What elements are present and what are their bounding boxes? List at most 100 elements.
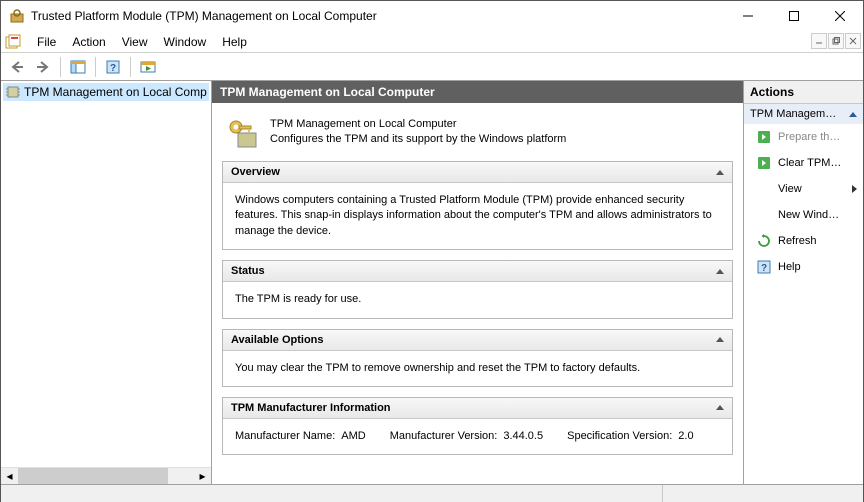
panel-title: TPM Manufacturer Information <box>231 402 391 414</box>
mdi-restore-button[interactable] <box>828 33 844 49</box>
mfr-name-value: AMD <box>341 429 365 444</box>
details-body: TPM Management on Local Computer Configu… <box>212 103 743 484</box>
console-tree: TPM Management on Local Comp ◂ ▸ <box>1 81 212 484</box>
mdi-controls <box>811 33 861 49</box>
action-help[interactable]: ? Help <box>744 254 863 280</box>
help-icon: ? <box>756 259 772 275</box>
status-cell <box>1 485 663 502</box>
intro-section: TPM Management on Local Computer Configu… <box>222 111 733 161</box>
panel-title: Overview <box>231 166 280 178</box>
spec-version-label: Specification Version: <box>567 429 672 444</box>
help-button[interactable]: ? <box>101 55 125 79</box>
panel-status: Status The TPM is ready for use. <box>222 260 733 318</box>
panel-status-header[interactable]: Status <box>223 261 732 282</box>
panel-status-body: The TPM is ready for use. <box>223 282 732 317</box>
action-prepare-tpm[interactable]: Prepare th… <box>744 124 863 150</box>
action-refresh[interactable]: Refresh <box>744 228 863 254</box>
panel-title: Status <box>231 265 265 277</box>
panel-overview-body: Windows computers containing a Trusted P… <box>223 183 732 249</box>
menu-action[interactable]: Action <box>64 32 113 52</box>
panel-overview: Overview Windows computers containing a … <box>222 161 733 250</box>
collapse-icon <box>716 405 724 410</box>
close-button[interactable] <box>817 1 863 31</box>
action-label: Refresh <box>778 235 817 247</box>
window-controls <box>725 1 863 31</box>
back-button[interactable] <box>5 55 29 79</box>
scroll-left-arrow[interactable]: ◂ <box>1 468 18 484</box>
intro-title: TPM Management on Local Computer <box>270 117 566 132</box>
title-bar: Trusted Platform Module (TPM) Management… <box>1 1 863 31</box>
scroll-thumb[interactable] <box>18 468 168 484</box>
panel-manufacturer-body: Manufacturer Name: AMD Manufacturer Vers… <box>223 419 732 454</box>
action-label: New Wind… <box>778 209 839 221</box>
actions-header: Actions <box>744 81 863 104</box>
menu-bar: File Action View Window Help <box>1 31 863 53</box>
tree-item-label: TPM Management on Local Comp <box>24 85 207 99</box>
mdi-minimize-button[interactable] <box>811 33 827 49</box>
maximize-button[interactable] <box>771 1 817 31</box>
status-cell <box>663 485 863 502</box>
actions-pane: Actions TPM Managem… Prepare th… Clear T… <box>743 81 863 484</box>
horizontal-scrollbar[interactable]: ◂ ▸ <box>1 467 211 484</box>
svg-text:?: ? <box>761 263 767 274</box>
panel-options: Available Options You may clear the TPM … <box>222 329 733 387</box>
actions-group-label: TPM Managem… <box>750 108 836 120</box>
details-pane: TPM Management on Local Computer TPM Man… <box>212 81 743 484</box>
tpm-chip-icon <box>5 84 21 100</box>
minimize-button[interactable] <box>725 1 771 31</box>
mmc-icon <box>5 34 21 50</box>
blank-icon <box>756 207 772 223</box>
mfr-version-label: Manufacturer Version: <box>390 429 498 444</box>
mfr-version-value: 3.44.0.5 <box>503 429 543 444</box>
menu-window[interactable]: Window <box>156 32 215 52</box>
panel-overview-header[interactable]: Overview <box>223 162 732 183</box>
action-clear-tpm[interactable]: Clear TPM… <box>744 150 863 176</box>
collapse-icon <box>716 170 724 175</box>
submenu-arrow-icon <box>852 185 857 193</box>
key-chip-icon <box>226 117 258 149</box>
toolbar: ? <box>1 53 863 81</box>
intro-text: TPM Management on Local Computer Configu… <box>270 117 566 149</box>
forward-button[interactable] <box>31 55 55 79</box>
tree-item-tpm[interactable]: TPM Management on Local Comp <box>3 83 209 101</box>
toolbar-separator <box>130 57 131 77</box>
menu-help[interactable]: Help <box>214 32 255 52</box>
main-area: TPM Management on Local Comp ◂ ▸ TPM Man… <box>1 81 863 484</box>
blank-icon <box>756 181 772 197</box>
actions-group-header[interactable]: TPM Managem… <box>744 104 863 124</box>
action-label: View <box>778 183 802 195</box>
arrow-right-icon <box>756 155 772 171</box>
mdi-close-button[interactable] <box>845 33 861 49</box>
panel-options-body: You may clear the TPM to remove ownershi… <box>223 351 732 386</box>
spec-version-value: 2.0 <box>678 429 693 444</box>
show-hide-tree-button[interactable] <box>66 55 90 79</box>
window-title: Trusted Platform Module (TPM) Management… <box>31 9 725 23</box>
panel-manufacturer: TPM Manufacturer Information Manufacture… <box>222 397 733 455</box>
panel-manufacturer-header[interactable]: TPM Manufacturer Information <box>223 398 732 419</box>
intro-subtitle: Configures the TPM and its support by th… <box>270 132 566 147</box>
panel-title: Available Options <box>231 334 324 346</box>
panel-options-header[interactable]: Available Options <box>223 330 732 351</box>
arrow-right-icon <box>756 129 772 145</box>
tree-body: TPM Management on Local Comp <box>1 81 211 467</box>
action-label: Help <box>778 261 801 273</box>
svg-text:?: ? <box>110 63 116 74</box>
action-view[interactable]: View <box>744 176 863 202</box>
action-new-window[interactable]: New Wind… <box>744 202 863 228</box>
status-bar <box>1 484 863 502</box>
collapse-icon <box>716 337 724 342</box>
menu-file[interactable]: File <box>29 32 64 52</box>
collapse-icon <box>716 269 724 274</box>
toolbar-separator <box>95 57 96 77</box>
view-button[interactable] <box>136 55 160 79</box>
collapse-icon <box>849 112 857 117</box>
scroll-right-arrow[interactable]: ▸ <box>194 468 211 484</box>
mfr-name-label: Manufacturer Name: <box>235 429 335 444</box>
action-label: Prepare th… <box>778 131 840 143</box>
app-icon <box>9 8 25 24</box>
details-header: TPM Management on Local Computer <box>212 81 743 103</box>
toolbar-separator <box>60 57 61 77</box>
refresh-icon <box>756 233 772 249</box>
action-label: Clear TPM… <box>778 157 841 169</box>
menu-view[interactable]: View <box>114 32 156 52</box>
